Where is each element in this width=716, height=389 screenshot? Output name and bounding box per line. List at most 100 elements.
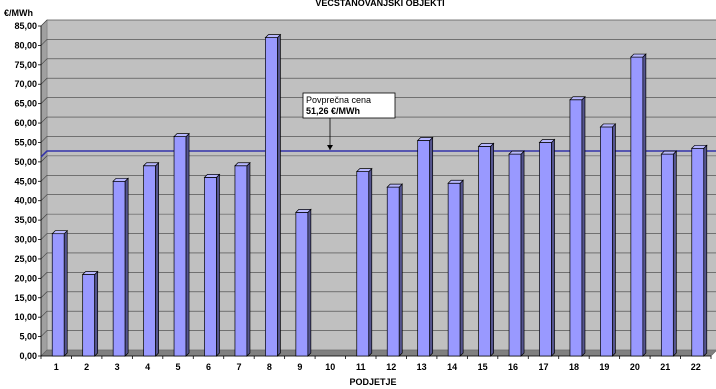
gridline-diag	[40, 97, 48, 104]
gridline-diag	[40, 330, 48, 337]
bar	[600, 126, 613, 357]
bar-top	[355, 168, 373, 172]
bar-top	[599, 123, 617, 128]
bar	[82, 274, 96, 357]
bar	[356, 171, 370, 357]
bar-top	[173, 133, 190, 137]
x-tick-label: 2	[84, 362, 89, 372]
bar-top	[264, 34, 282, 38]
bar-side	[581, 95, 586, 357]
gridline-diag	[40, 175, 48, 182]
bar-side	[429, 136, 434, 357]
x-tick-label: 14	[447, 362, 457, 372]
x-tick-label: 13	[417, 362, 427, 372]
x-tick-label: 16	[508, 362, 518, 372]
y-tick-label: 40,00	[14, 196, 37, 206]
bar-side	[63, 229, 68, 357]
gridline-diag	[40, 78, 48, 85]
y-tick-label: 50,00	[14, 157, 37, 167]
chart-title: VEČSTANOVANJSKI OBJEKTI	[315, 0, 444, 8]
bar-side	[246, 161, 251, 357]
bar-side	[459, 179, 464, 357]
bar-top	[51, 230, 69, 235]
gridline-diag	[40, 136, 48, 143]
gridline-diag	[40, 155, 48, 163]
y-tick-label: 55,00	[14, 137, 37, 147]
bar-side	[277, 33, 281, 357]
x-axis-label: PODJETJE	[349, 377, 396, 387]
bar-top	[447, 179, 464, 184]
x-tick-label: 20	[630, 362, 640, 372]
gridline-diag	[40, 213, 48, 221]
bar	[51, 233, 65, 357]
bar	[173, 136, 187, 357]
bar-side	[703, 144, 708, 357]
x-tick-label: 15	[478, 362, 488, 372]
bar-top	[81, 271, 99, 275]
gridline-diag	[40, 272, 48, 279]
bar	[630, 56, 644, 357]
y-tick-label: 15,00	[14, 293, 37, 303]
bar	[386, 186, 400, 357]
bar	[417, 140, 431, 357]
bar-side	[612, 123, 616, 357]
side-wall	[40, 19, 48, 357]
bar	[295, 212, 309, 357]
y-tick-label: 25,00	[14, 254, 37, 264]
x-tick-label: 4	[145, 362, 150, 372]
y-tick-label: 10,00	[14, 312, 37, 322]
x-tick-label: 22	[691, 362, 701, 372]
x-tick-label: 7	[236, 362, 241, 372]
bar-side	[490, 142, 494, 357]
bar-top	[538, 139, 556, 143]
bar	[204, 177, 217, 357]
gridline-diag	[40, 58, 48, 66]
x-tick-label: 5	[176, 362, 181, 372]
annotation-text-line1: Povprečna cena	[306, 95, 371, 105]
x-tick-label: 6	[206, 362, 211, 372]
x-tick-label: 11	[356, 362, 366, 372]
x-tick-label: 8	[267, 362, 272, 372]
gridline-diag	[40, 39, 48, 46]
bar-top	[112, 177, 129, 182]
gridline-diag	[40, 19, 48, 27]
annotation-arrowhead	[327, 144, 333, 150]
x-tick-label: 19	[599, 362, 609, 372]
x-tick-label: 12	[386, 362, 396, 372]
annotation-text-line2: 51,26 €/MWh	[306, 106, 360, 116]
x-tick-label: 17	[538, 362, 548, 372]
bar-top	[203, 174, 221, 178]
bar	[234, 165, 248, 357]
annotation-box	[302, 92, 396, 119]
y-tick-label: 80,00	[14, 40, 37, 50]
bar-top	[142, 162, 160, 167]
bar-top	[508, 150, 525, 155]
bar-side	[216, 173, 220, 357]
x-tick-label: 10	[325, 362, 335, 372]
bar-side	[642, 53, 647, 357]
bar-top	[295, 209, 312, 213]
bar-side	[551, 138, 555, 357]
y-tick-label: 5,00	[19, 332, 37, 342]
x-tick-label: 9	[297, 362, 302, 372]
bar-side	[307, 208, 312, 357]
bar-side	[368, 167, 373, 357]
bar-side	[155, 161, 159, 357]
bar-top	[569, 96, 586, 101]
bar	[569, 99, 583, 357]
gridline-diag	[40, 116, 48, 124]
y-tick-label: 0,00	[19, 351, 37, 361]
bar-side	[185, 132, 190, 357]
y-tick-label: 65,00	[14, 99, 37, 109]
bar-top	[660, 150, 678, 155]
y-axis-label: €/MWh	[4, 8, 33, 18]
bar	[143, 165, 156, 357]
y-tick-label: 35,00	[14, 215, 37, 225]
bar	[478, 146, 491, 357]
bar	[539, 142, 552, 357]
x-tick-label: 18	[569, 362, 579, 372]
y-tick-label: 75,00	[14, 60, 37, 70]
x-tick-label: 1	[54, 362, 59, 372]
bar-top	[234, 162, 251, 167]
